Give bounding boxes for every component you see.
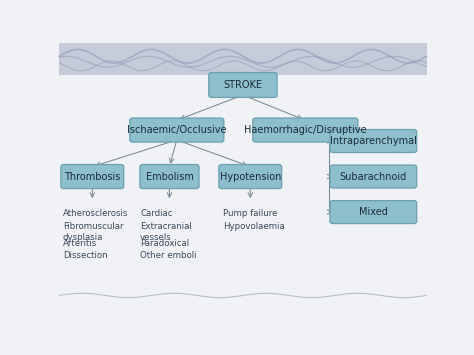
Bar [59,43,427,75]
Text: Thrombosis: Thrombosis [64,171,120,181]
Text: STROKE: STROKE [223,80,263,90]
Text: Ischaemic/Occlusive: Ischaemic/Occlusive [127,125,227,135]
Text: Cardiac: Cardiac [140,209,173,218]
Text: Hypovolaemia: Hypovolaemia [223,222,284,231]
FancyBboxPatch shape [219,164,282,189]
FancyBboxPatch shape [209,72,277,97]
FancyBboxPatch shape [140,164,199,189]
Text: Other emboli: Other emboli [140,251,197,260]
FancyBboxPatch shape [330,165,417,188]
Text: Hypotension: Hypotension [219,171,281,181]
FancyBboxPatch shape [330,130,417,153]
FancyBboxPatch shape [253,118,358,142]
Text: Embolism: Embolism [146,171,193,181]
Text: Arteritis: Arteritis [63,239,97,248]
FancyBboxPatch shape [61,164,124,189]
Text: Intraparenchymal: Intraparenchymal [330,136,417,146]
Text: Atherosclerosis: Atherosclerosis [63,209,128,218]
Text: Paradoxical: Paradoxical [140,239,189,248]
Text: Subarachnoid: Subarachnoid [340,171,407,181]
FancyBboxPatch shape [330,201,417,224]
Text: Dissection: Dissection [63,251,108,260]
Text: Haemorrhagic/Disruptive: Haemorrhagic/Disruptive [244,125,367,135]
Text: Pump failure: Pump failure [223,209,277,218]
Text: Fibromuscular
dysplasia: Fibromuscular dysplasia [63,222,123,242]
Text: Extracranial
vessels: Extracranial vessels [140,222,192,242]
Text: Mixed: Mixed [359,207,388,217]
FancyBboxPatch shape [130,118,224,142]
